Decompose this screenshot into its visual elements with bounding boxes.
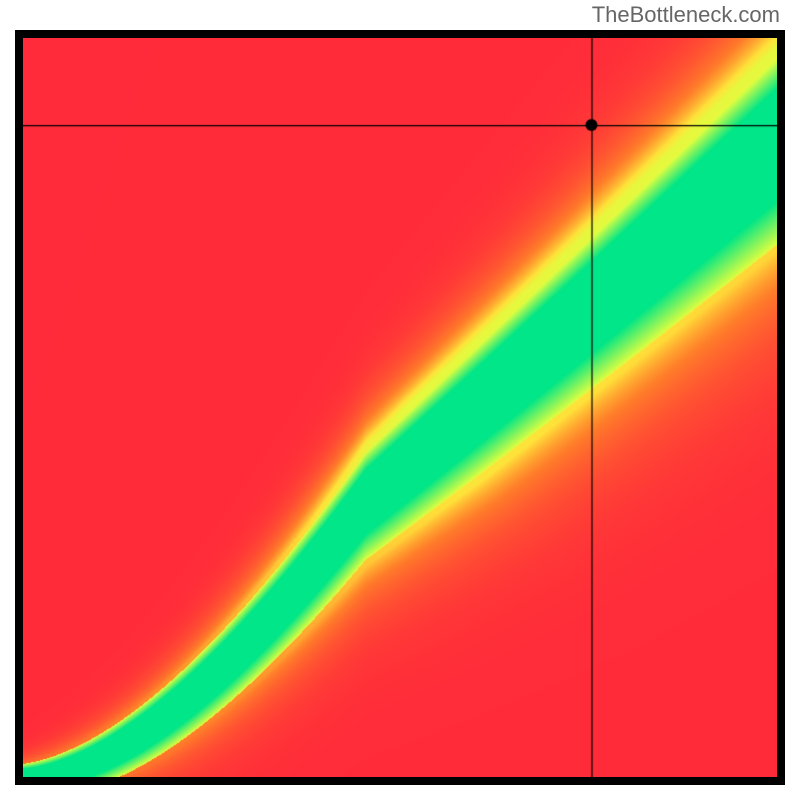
heatmap-canvas bbox=[23, 38, 777, 777]
bottleneck-heatmap-frame bbox=[15, 30, 785, 785]
bottleneck-heatmap bbox=[23, 38, 777, 777]
watermark-text: TheBottleneck.com bbox=[592, 2, 780, 28]
